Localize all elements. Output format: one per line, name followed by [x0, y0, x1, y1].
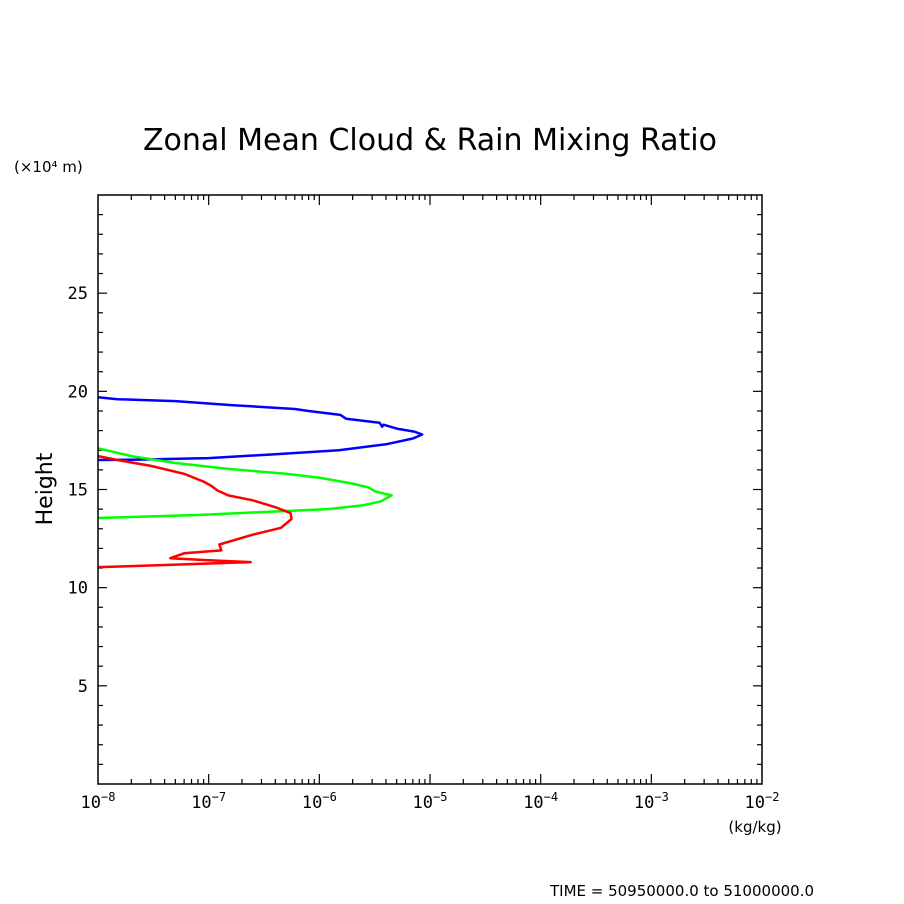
x-tick-base: 10	[302, 793, 322, 813]
x-tick-base: 10	[413, 793, 433, 813]
x-tick-base: 10	[523, 793, 543, 813]
series-line-1	[97, 447, 393, 520]
x-tick-base: 10	[634, 793, 654, 813]
series-lines	[97, 395, 424, 569]
x-tick-base: 10	[81, 793, 101, 813]
x-tick-exponent: −2	[765, 790, 779, 804]
x-tick-label: 10−7	[191, 790, 226, 813]
y-units-label: (×10⁴ m)	[14, 158, 83, 176]
y-tick-label: 25	[68, 284, 88, 304]
y-tick-label: 10	[68, 579, 88, 599]
y-tick-label: 5	[78, 677, 88, 697]
y-axis-label: Height	[33, 452, 58, 525]
x-tick-label: 10−6	[302, 790, 337, 813]
x-tick-exponent: −3	[654, 790, 668, 804]
series-line-0	[97, 395, 424, 462]
plot-frame	[97, 194, 763, 785]
x-tick-exponent: −7	[212, 790, 226, 804]
chart-title: Zonal Mean Cloud & Rain Mixing Ratio	[143, 123, 717, 158]
series-line-2	[97, 454, 293, 569]
x-tick-exponent: −8	[101, 790, 115, 804]
x-tick-base: 10	[191, 793, 211, 813]
x-tick-label: 10−8	[81, 790, 116, 813]
x-units-label: (kg/kg)	[728, 818, 781, 836]
time-footer: TIME = 50950000.0 to 51000000.0	[549, 882, 814, 900]
x-tick-label: 10−2	[745, 790, 780, 813]
x-tick-label: 10−5	[413, 790, 448, 813]
x-tick-exponent: −5	[433, 790, 447, 804]
y-tick-label: 15	[68, 481, 88, 501]
x-tick-label: 10−4	[523, 790, 558, 813]
x-tick-exponent: −6	[322, 790, 336, 804]
x-tick-exponent: −4	[544, 790, 558, 804]
y-tick-label: 20	[68, 382, 88, 402]
x-tick-label: 10−3	[634, 790, 669, 813]
x-tick-base: 10	[745, 793, 765, 813]
